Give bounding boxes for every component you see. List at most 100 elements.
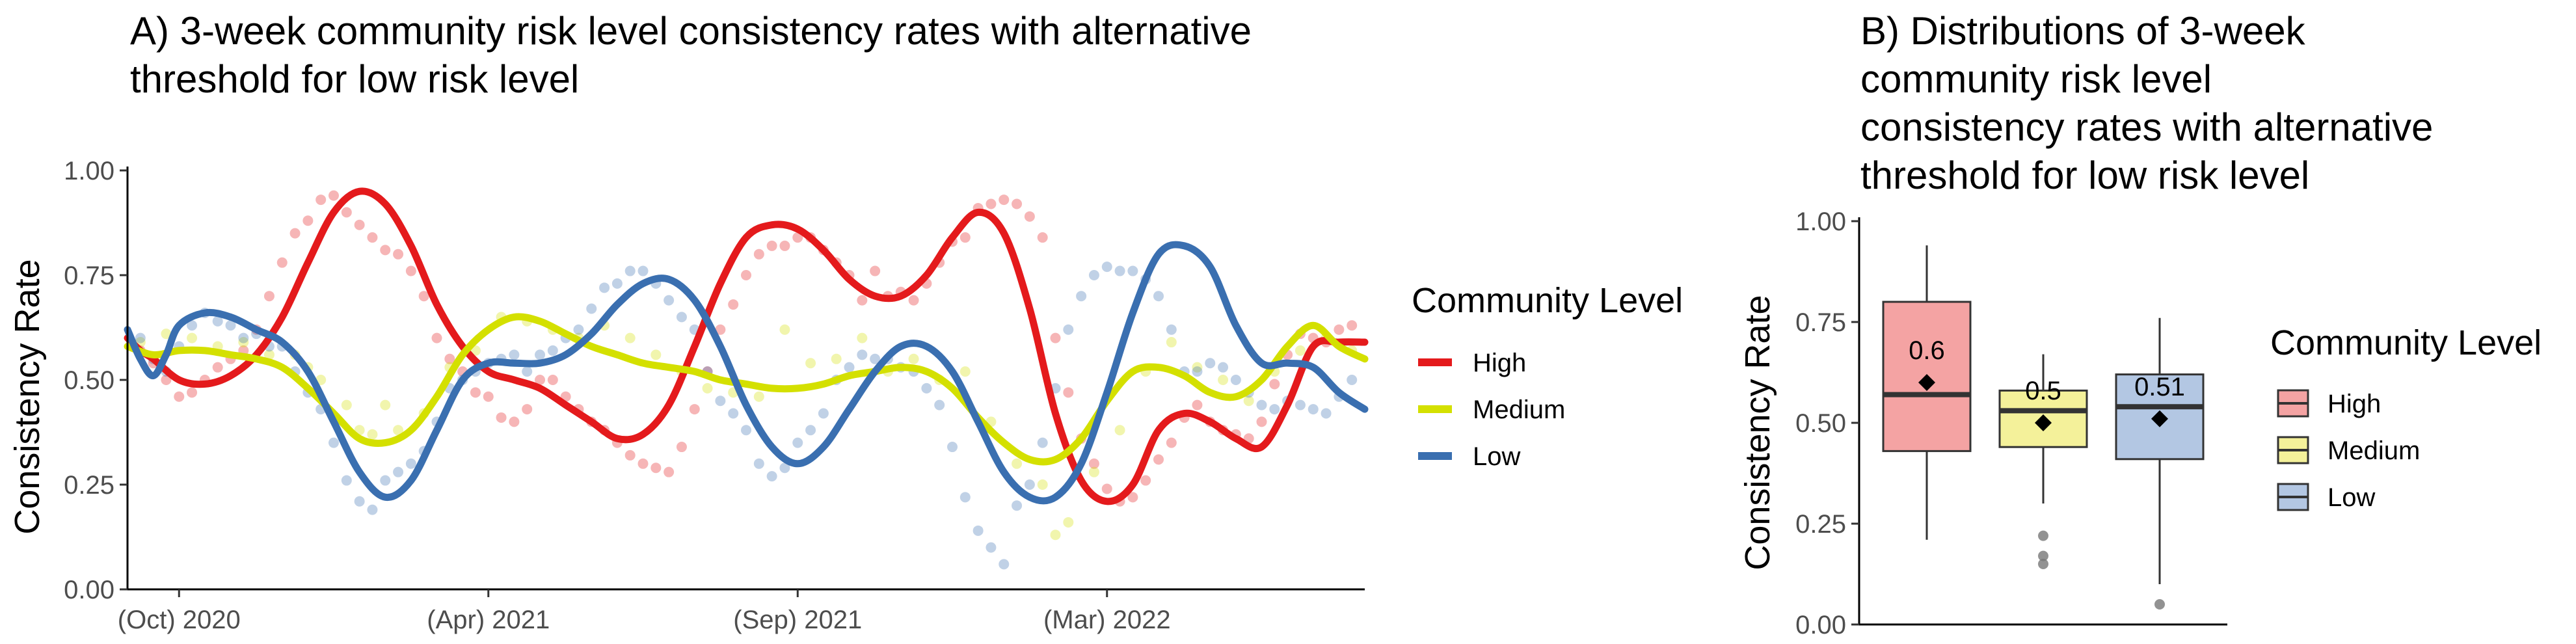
scatter-point-high bbox=[1256, 416, 1267, 427]
scatter-point-high bbox=[1024, 211, 1035, 222]
scatter-point-medium bbox=[1012, 458, 1023, 469]
scatter-point-low bbox=[535, 349, 545, 360]
scatter-point-low bbox=[1012, 500, 1023, 511]
scatter-point-low bbox=[766, 471, 777, 482]
scatter-point-low bbox=[1347, 375, 1358, 385]
panel-b-y-tick-label: 0.50 bbox=[1795, 409, 1846, 438]
panel-a-title-line1: A) 3-week community risk level consisten… bbox=[130, 9, 1252, 53]
scatter-point-high bbox=[367, 232, 378, 243]
scatter-point-low bbox=[779, 463, 790, 474]
scatter-point-high bbox=[792, 232, 803, 243]
scatter-point-high bbox=[418, 291, 429, 302]
scatter-point-medium bbox=[1063, 517, 1074, 528]
scatter-point-low bbox=[509, 349, 520, 360]
outlier-point-medium bbox=[2038, 559, 2048, 569]
scatter-point-high bbox=[431, 332, 442, 343]
scatter-point-low bbox=[599, 282, 610, 293]
panel-b-title-line3: consistency rates with alternative bbox=[1860, 105, 2433, 149]
scatter-point-medium bbox=[393, 425, 404, 436]
scatter-point-low bbox=[547, 345, 558, 356]
scatter-point-low bbox=[1153, 291, 1164, 302]
scatter-point-high bbox=[354, 219, 365, 230]
scatter-point-low bbox=[1024, 479, 1035, 490]
panel-a-y-tick-label: 0.00 bbox=[64, 576, 114, 604]
scatter-point-low bbox=[728, 408, 739, 419]
scatter-point-high bbox=[547, 375, 558, 385]
scatter-point-high bbox=[174, 391, 185, 402]
scatter-point-medium bbox=[1192, 362, 1203, 373]
scatter-point-low bbox=[1127, 265, 1138, 276]
scatter-point-low bbox=[238, 332, 249, 343]
mean-label-low: 0.51 bbox=[2134, 373, 2185, 401]
scatter-point-low bbox=[947, 442, 958, 453]
scatter-point-low bbox=[1192, 366, 1203, 377]
panel-b-legend-title: Community Level bbox=[2270, 323, 2542, 362]
series-line-medium bbox=[124, 313, 1369, 466]
scatter-point-high bbox=[651, 463, 662, 474]
scatter-point-low bbox=[187, 320, 198, 331]
scatter-point-medium bbox=[702, 382, 713, 394]
scatter-point-low bbox=[805, 425, 816, 436]
scatter-point-low bbox=[844, 362, 855, 373]
scatter-point-low bbox=[637, 265, 649, 276]
scatter-point-medium bbox=[624, 332, 636, 343]
scatter-point-high bbox=[522, 404, 533, 415]
scatter-point-high bbox=[483, 391, 494, 402]
panel-a-legend: Community Level High Medium Low bbox=[1412, 281, 1683, 471]
scatter-point-low bbox=[664, 295, 675, 306]
scatter-point-low bbox=[212, 315, 223, 327]
scatter-point-medium bbox=[1166, 337, 1177, 348]
panel-b-ylabel: Consistency Rate bbox=[1738, 295, 1777, 570]
scatter-point-high bbox=[444, 353, 455, 364]
scatter-point-high bbox=[637, 458, 649, 469]
scatter-point-low bbox=[341, 475, 352, 486]
scatter-point-high bbox=[1063, 387, 1074, 398]
scatter-point-low bbox=[792, 437, 803, 448]
scatter-point-low bbox=[715, 396, 726, 407]
scatter-point-low bbox=[405, 458, 416, 469]
scatter-point-high bbox=[689, 404, 700, 415]
scatter-point-low bbox=[1114, 265, 1125, 276]
scatter-point-low bbox=[986, 542, 997, 553]
panel-b-y-tick-label: 1.00 bbox=[1795, 208, 1846, 236]
scatter-point-low bbox=[676, 312, 687, 323]
scatter-point-high bbox=[315, 195, 327, 206]
panel-a-y-tick-label: 0.75 bbox=[64, 262, 114, 290]
scatter-point-medium bbox=[1218, 375, 1229, 385]
scatter-point-high bbox=[187, 387, 198, 398]
scatter-point-high bbox=[263, 291, 275, 302]
scatter-point-medium bbox=[779, 324, 790, 335]
scatter-point-high bbox=[212, 362, 223, 373]
panel-a-ylabel: Consistency Rate bbox=[8, 259, 47, 534]
scatter-point-low bbox=[1063, 324, 1074, 335]
scatter-point-low bbox=[380, 475, 391, 486]
mean-marker-high bbox=[1918, 374, 1935, 391]
scatter-point-high bbox=[999, 195, 1010, 206]
scatter-point-medium bbox=[161, 329, 172, 340]
scatter-point-medium bbox=[341, 399, 352, 410]
scatter-point-medium bbox=[908, 353, 919, 364]
scatter-point-low bbox=[354, 496, 365, 507]
scatter-point-high bbox=[908, 295, 919, 306]
mean-label-medium: 0.5 bbox=[2025, 377, 2061, 405]
scatter-point-high bbox=[302, 215, 314, 226]
scatter-point-high bbox=[535, 375, 545, 385]
panel-a-legend-title: Community Level bbox=[1412, 281, 1683, 320]
scatter-point-low bbox=[1269, 404, 1280, 415]
scatter-point-high bbox=[1166, 437, 1177, 448]
legend-label-high: High bbox=[1473, 349, 1526, 377]
scatter-point-low bbox=[586, 303, 597, 314]
scatter-point-high bbox=[959, 232, 971, 243]
scatter-point-high bbox=[1269, 379, 1280, 390]
scatter-point-low bbox=[1166, 324, 1177, 335]
scatter-point-high bbox=[728, 299, 739, 310]
outlier-point-medium bbox=[2038, 550, 2048, 561]
scatter-point-low bbox=[1076, 291, 1087, 302]
scatter-point-high bbox=[341, 207, 352, 218]
scatter-point-high bbox=[276, 257, 288, 268]
scatter-point-high bbox=[1127, 492, 1138, 503]
mean-marker-low bbox=[2151, 410, 2168, 427]
scatter-point-low bbox=[573, 324, 584, 335]
scatter-point-high bbox=[380, 245, 391, 256]
scatter-point-high bbox=[393, 248, 404, 260]
